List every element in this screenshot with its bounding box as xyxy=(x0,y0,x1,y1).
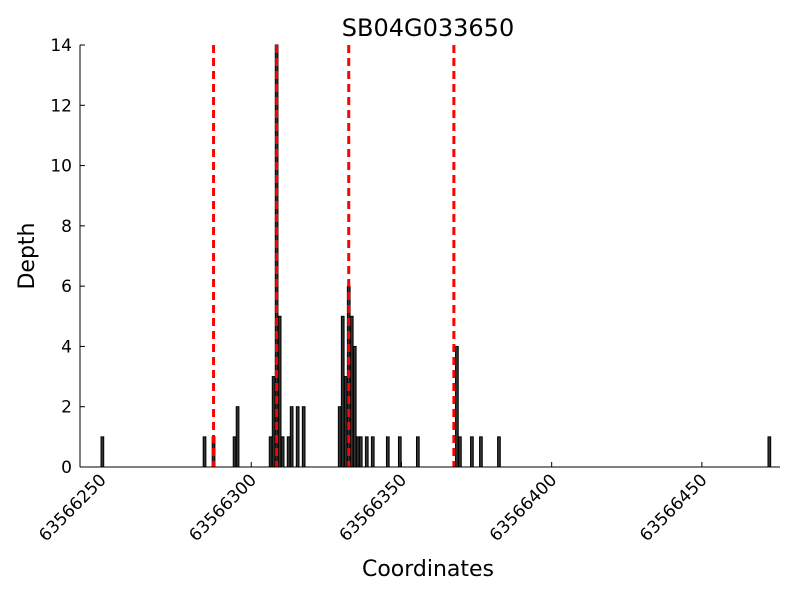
bar xyxy=(232,436,237,468)
ticks-layer: 0 2 4 6 8 10 12 14 63566250 63566300 63566350 63566… xyxy=(35,36,711,546)
bar xyxy=(340,315,345,468)
bar xyxy=(355,436,360,468)
bar xyxy=(767,436,772,468)
x-tick-label: 63566300 xyxy=(185,470,260,545)
bar xyxy=(337,406,342,468)
chart-title: SB04G033650 xyxy=(342,14,514,42)
y-axis-title: Depth xyxy=(15,222,40,289)
bar xyxy=(202,436,207,468)
bar xyxy=(364,436,369,468)
bar xyxy=(268,436,273,468)
bar xyxy=(343,376,348,468)
y-tick-label: 12 xyxy=(50,96,72,116)
y-tick-label: 10 xyxy=(50,157,72,177)
y-tick-label: 8 xyxy=(61,217,72,237)
bar xyxy=(470,436,474,468)
x-axis-title: Coordinates xyxy=(362,557,494,582)
bar xyxy=(295,406,300,468)
y-tick-label: 2 xyxy=(61,398,72,418)
bars-layer xyxy=(100,44,772,468)
x-tick-label: 63566350 xyxy=(336,470,411,545)
axes-layer xyxy=(79,45,780,468)
bar xyxy=(349,315,354,468)
bar xyxy=(415,436,420,468)
bar xyxy=(286,436,291,468)
bar xyxy=(289,406,294,468)
bar xyxy=(352,345,357,468)
bar xyxy=(370,436,375,468)
y-tick-label: 6 xyxy=(61,277,72,297)
bar xyxy=(280,436,285,468)
bar xyxy=(455,345,459,468)
markers-layer xyxy=(212,45,456,467)
y-tick-label: 0 xyxy=(61,458,72,478)
bar xyxy=(358,436,363,468)
bar xyxy=(385,436,390,468)
bar xyxy=(235,406,240,468)
x-tick-label: 63566250 xyxy=(35,470,110,545)
bar xyxy=(497,436,501,468)
bar xyxy=(397,436,402,468)
x-tick-label: 63566400 xyxy=(486,470,561,545)
bar xyxy=(277,315,282,468)
x-tick-label: 63566450 xyxy=(636,470,711,545)
bar xyxy=(301,406,306,468)
bar xyxy=(271,376,276,468)
y-tick-label: 14 xyxy=(50,36,72,56)
bar xyxy=(458,436,462,468)
y-tick-label: 4 xyxy=(61,337,72,357)
bar xyxy=(479,436,483,468)
